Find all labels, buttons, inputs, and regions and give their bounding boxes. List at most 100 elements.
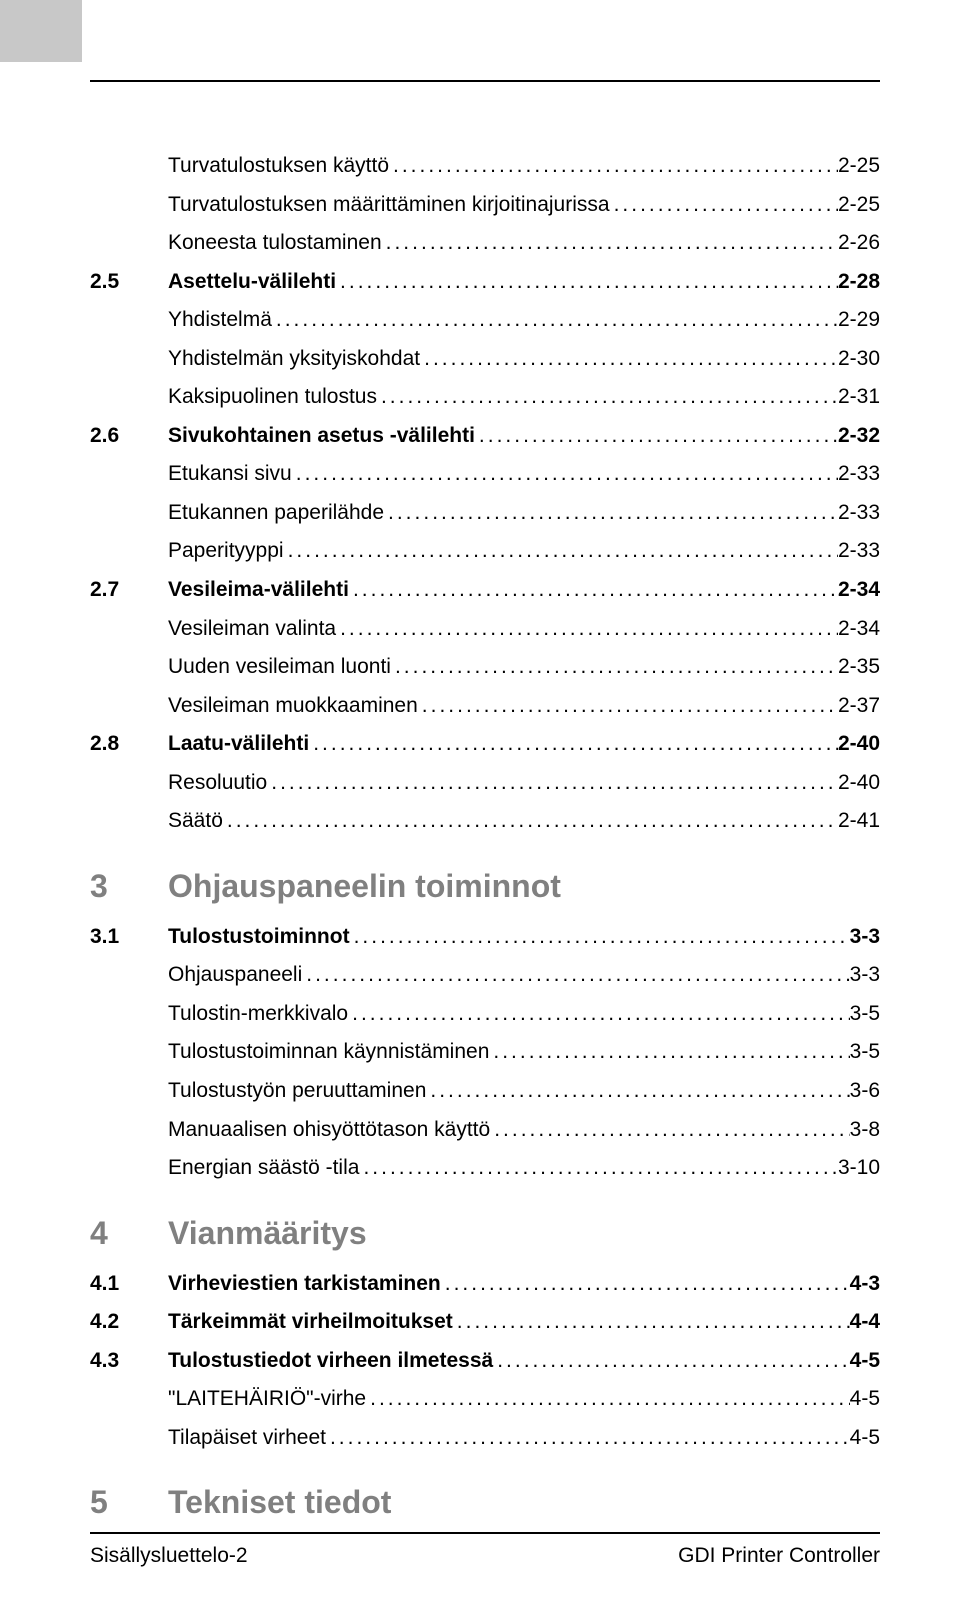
toc-section-row: 2.5Asettelu-välilehti 2-28 [90,266,880,299]
toc-section-row: 2.7Vesileima-välilehti2-34 [90,574,880,607]
toc-leader-dots [336,613,838,646]
toc-entry-page: 2-28 [838,266,880,299]
toc-section-row: 3.1Tulostustoiminnot3-3 [90,921,880,954]
toc-entry-title: Etukannen paperilähde [168,497,384,530]
toc-chapter-title: Tekniset tiedot [168,1484,391,1521]
toc-chapter-title: Ohjauspaneelin toiminnot [168,868,561,905]
toc-entry-title: Vesileiman muokkaaminen [168,690,418,723]
footer-left: Sisällysluettelo-2 [90,1544,248,1568]
toc-entry-page: 4-5 [850,1422,880,1455]
toc-subitem-row: Kaksipuolinen tulostus 2-31 [90,381,880,414]
toc-leader-dots [284,535,838,568]
toc-entry-page: 2-37 [838,690,880,723]
toc-entry-page: 3-3 [850,921,880,954]
toc-subitem-row: Säätö2-41 [90,805,880,838]
toc-leader-dots [418,690,838,723]
toc-leader-dots [391,651,838,684]
toc-entry-title: Koneesta tulostaminen [168,227,382,260]
toc-subitem-row: Tulostustoiminnan käynnistäminen3-5 [90,1036,880,1069]
page-footer: Sisällysluettelo-2 GDI Printer Controlle… [90,1544,880,1568]
toc-entry-page: 3-6 [850,1075,880,1108]
toc-entry-number: 3.1 [90,921,168,954]
toc-entry-title: Yhdistelmän yksityiskohdat [168,343,420,376]
toc-entry-title: Virheviestien tarkistaminen [168,1268,441,1301]
toc-leader-dots [292,458,838,491]
toc-entry-page: 2-33 [838,497,880,530]
toc-entry-title: Tärkeimmät virheilmoitukset [168,1306,453,1339]
toc-leader-dots [384,497,838,530]
toc-leader-dots [348,998,850,1031]
toc-leader-dots [489,1036,849,1069]
toc-entry-title: Tulostustoiminnan käynnistäminen [168,1036,489,1069]
toc-subitem-row: Turvatulostuksen määrittäminen kirjoitin… [90,189,880,222]
toc-entry-title: Manuaalisen ohisyöttötason käyttö [168,1114,490,1147]
toc-entry-page: 2-25 [838,150,880,183]
toc-subitem-row: Tilapäiset virheet4-5 [90,1422,880,1455]
toc-leader-dots [493,1345,849,1378]
toc-subitem-row: Ohjauspaneeli 3-3 [90,959,880,992]
toc-entry-page: 2-26 [838,227,880,260]
toc-leader-dots [610,189,838,222]
toc-entry-page: 3-8 [850,1114,880,1147]
toc-leader-dots [349,574,838,607]
toc-subitem-row: Paperityyppi2-33 [90,535,880,568]
toc-leader-dots [336,266,838,299]
footer-right: GDI Printer Controller [678,1544,880,1568]
toc-leader-dots [490,1114,849,1147]
toc-leader-dots [426,1075,849,1108]
toc-entry-title: Etukansi sivu [168,458,292,491]
toc-entry-page: 2-35 [838,651,880,684]
toc-section-row: 2.6Sivukohtainen asetus -välilehti 2-32 [90,420,880,453]
toc-entry-title: Laatu-välilehti [168,728,309,761]
toc-leader-dots [350,921,850,954]
toc-entry-title: Vesileima-välilehti [168,574,349,607]
toc-subitem-row: Yhdistelmän yksityiskohdat 2-30 [90,343,880,376]
toc-leader-dots [389,150,838,183]
toc-subitem-row: Manuaalisen ohisyöttötason käyttö 3-8 [90,1114,880,1147]
toc-entry-title: Tulostin-merkkivalo [168,998,348,1031]
toc-entry-page: 2-41 [838,805,880,838]
footer-rule [90,1532,880,1534]
toc-leader-dots [382,227,838,260]
toc-entry-page: 2-33 [838,458,880,491]
toc-container: Turvatulostuksen käyttö2-25 Turvatulostuk… [90,150,880,1521]
toc-entry-page: 2-30 [838,343,880,376]
toc-chapter-row: 3Ohjauspaneelin toiminnot [90,868,880,905]
toc-chapter-number: 3 [90,868,168,905]
toc-entry-number: 2.5 [90,266,168,299]
toc-subitem-row: Koneesta tulostaminen 2-26 [90,227,880,260]
toc-leader-dots [475,420,838,453]
toc-leader-dots [223,805,838,838]
toc-leader-dots [420,343,838,376]
toc-entry-title: "LAITEHÄIRIÖ"-virhe [168,1383,366,1416]
toc-entry-title: Kaksipuolinen tulostus [168,381,377,414]
toc-entry-title: Tulostustyön peruuttaminen [168,1075,426,1108]
toc-subitem-row: Etukansi sivu 2-33 [90,458,880,491]
toc-leader-dots [309,728,838,761]
toc-entry-number: 4.1 [90,1268,168,1301]
toc-entry-page: 4-3 [850,1268,880,1301]
toc-subitem-row: Turvatulostuksen käyttö2-25 [90,150,880,183]
toc-entry-number: 2.6 [90,420,168,453]
toc-section-row: 4.1Virheviestien tarkistaminen 4-3 [90,1268,880,1301]
toc-entry-page: 2-29 [838,304,880,337]
toc-leader-dots [377,381,838,414]
toc-entry-page: 2-31 [838,381,880,414]
toc-entry-title: Ohjauspaneeli [168,959,302,992]
header-rule [90,80,880,82]
toc-chapter-number: 5 [90,1484,168,1521]
toc-leader-dots [359,1152,838,1185]
toc-entry-page: 2-40 [838,728,880,761]
toc-subitem-row: Resoluutio2-40 [90,767,880,800]
toc-subitem-row: Uuden vesileiman luonti2-35 [90,651,880,684]
toc-entry-page: 2-34 [838,613,880,646]
toc-subitem-row: Vesileiman valinta2-34 [90,613,880,646]
toc-entry-title: Sivukohtainen asetus -välilehti [168,420,475,453]
toc-leader-dots [302,959,849,992]
toc-entry-title: Asettelu-välilehti [168,266,336,299]
toc-entry-page: 3-3 [850,959,880,992]
toc-entry-page: 2-32 [838,420,880,453]
toc-entry-number: 4.2 [90,1306,168,1339]
toc-subitem-row: Tulostustyön peruuttaminen 3-6 [90,1075,880,1108]
toc-entry-page: 2-25 [838,189,880,222]
